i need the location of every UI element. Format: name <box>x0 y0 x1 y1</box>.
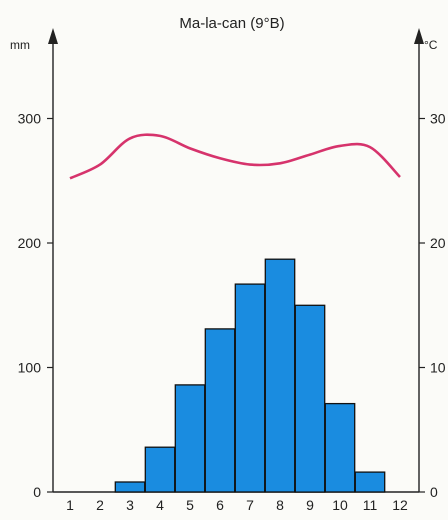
right-axis-arrow <box>414 28 424 44</box>
precipitation-bars <box>114 258 386 493</box>
month-label-2: 2 <box>96 497 104 513</box>
precipitation-bar-8 <box>264 258 296 493</box>
month-label-9: 9 <box>306 497 314 513</box>
temperature-line <box>69 133 401 180</box>
right-tick-label: 10 <box>430 360 446 376</box>
month-label-1: 1 <box>66 497 74 513</box>
right-tick-label: 20 <box>430 235 446 251</box>
left-tick-label: 200 <box>18 235 42 251</box>
right-tick-label: 0 <box>430 484 438 500</box>
right-tick-label: 30 <box>430 111 446 127</box>
precipitation-bar-5 <box>174 384 206 493</box>
precipitation-bar-7 <box>234 283 266 493</box>
precipitation-bar-3 <box>114 481 146 493</box>
month-label-7: 7 <box>246 497 254 513</box>
left-axis-unit: mm <box>10 38 30 52</box>
precipitation-bar-9 <box>294 304 326 493</box>
month-label-3: 3 <box>126 497 134 513</box>
right-axis-unit: °C <box>424 38 438 52</box>
left-tick-label: 300 <box>18 111 42 127</box>
left-tick-label: 0 <box>33 484 41 500</box>
month-label-4: 4 <box>156 497 164 513</box>
left-axis-arrow <box>48 28 58 44</box>
month-label-12: 12 <box>392 497 408 513</box>
month-label-6: 6 <box>216 497 224 513</box>
left-tick-label: 100 <box>18 360 42 376</box>
month-label-11: 11 <box>363 497 378 513</box>
month-label-8: 8 <box>276 497 284 513</box>
chart-title: Ma-la-can (9°B) <box>179 15 284 32</box>
precipitation-bar-4 <box>144 446 176 493</box>
month-label-10: 10 <box>332 497 348 513</box>
precipitation-bar-10 <box>324 402 356 493</box>
precipitation-bar-11 <box>354 471 386 493</box>
month-label-5: 5 <box>186 497 194 513</box>
precipitation-bar-6 <box>204 328 236 493</box>
